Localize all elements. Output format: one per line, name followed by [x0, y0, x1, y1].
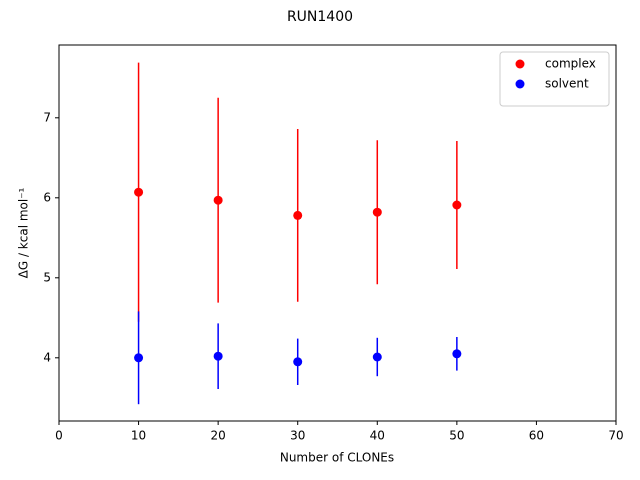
- point: [213, 195, 223, 205]
- y-tick-label: 4: [43, 350, 51, 364]
- point: [452, 200, 462, 210]
- x-tick-label: 50: [449, 429, 464, 443]
- x-tick-label: 40: [370, 429, 385, 443]
- legend-marker: [515, 59, 525, 69]
- point: [293, 210, 303, 220]
- x-tick-label: 30: [290, 429, 305, 443]
- legend-box: [499, 51, 610, 107]
- point: [372, 207, 382, 217]
- x-tick-label: 20: [211, 429, 226, 443]
- x-tick-label: 10: [131, 429, 146, 443]
- point: [372, 352, 382, 362]
- x-axis-label: Number of CLONEs: [280, 451, 394, 465]
- chart-title: RUN1400: [287, 9, 353, 25]
- legend-label: complex: [545, 57, 596, 71]
- axes-frame: [58, 44, 617, 422]
- x-tick-label: 60: [529, 429, 544, 443]
- y-tick-label: 7: [43, 110, 51, 124]
- y-tick-label: 6: [43, 190, 51, 204]
- legend-marker: [515, 79, 525, 89]
- point: [293, 357, 303, 367]
- point: [452, 349, 462, 359]
- point: [134, 353, 144, 363]
- x-tick-label: 0: [55, 429, 63, 443]
- y-axis-label: ΔG / kcal mol⁻¹: [17, 187, 31, 278]
- legend-label: solvent: [545, 77, 589, 91]
- point: [213, 351, 223, 361]
- y-tick-label: 5: [43, 270, 51, 284]
- x-tick-label: 70: [608, 429, 623, 443]
- point: [134, 187, 144, 197]
